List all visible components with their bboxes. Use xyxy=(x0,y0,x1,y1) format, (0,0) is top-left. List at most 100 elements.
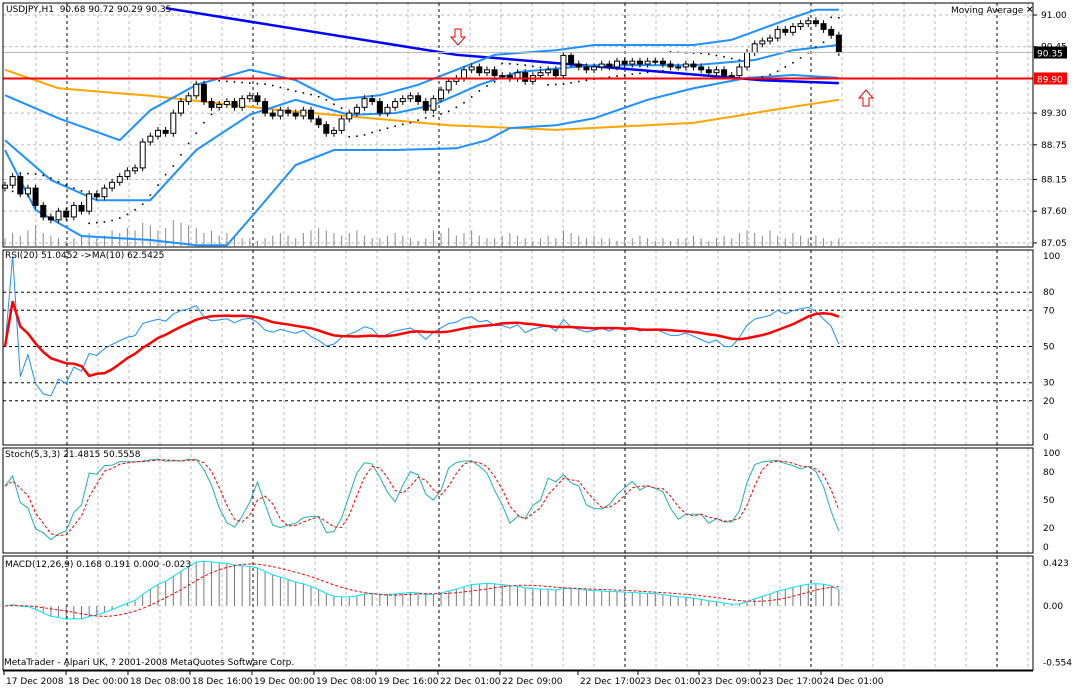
candle-body xyxy=(147,135,154,143)
candle-body xyxy=(736,66,743,77)
parabolic-sar-dot xyxy=(486,85,488,87)
candle-body xyxy=(598,63,605,68)
candle-body xyxy=(812,20,819,25)
candle-body xyxy=(445,80,452,91)
candle-body xyxy=(315,118,322,126)
candle-body xyxy=(422,101,429,111)
parabolic-sar-dot xyxy=(547,84,549,86)
parabolic-sar-dot xyxy=(708,53,710,55)
candle-body xyxy=(621,60,628,65)
candle-body xyxy=(109,181,116,189)
candle-body xyxy=(774,28,781,39)
time-axis-label: 18 Dec 08:00 xyxy=(130,677,191,687)
candle-body xyxy=(575,63,582,68)
symbol-label: USDJPY,H1 xyxy=(6,5,54,15)
candle-body xyxy=(262,101,269,114)
parabolic-sar-dot xyxy=(463,101,465,104)
parabolic-sar-dot xyxy=(555,83,557,86)
stoch-title: Stoch(5,3,3) 21.4815 50.5558 xyxy=(5,450,141,460)
candle-body xyxy=(476,66,483,74)
parabolic-sar-dot xyxy=(700,52,702,55)
parabolic-sar-dot xyxy=(646,71,649,74)
candle-body xyxy=(353,106,360,114)
parabolic-sar-dot xyxy=(769,73,771,76)
candle-body xyxy=(407,95,414,100)
candle-body xyxy=(323,124,330,134)
candle-body xyxy=(767,37,773,42)
candle-body xyxy=(17,176,24,195)
candle-body xyxy=(438,89,445,100)
close-x-icon[interactable]: × xyxy=(1026,5,1034,15)
parabolic-sar-dot xyxy=(103,221,106,223)
parabolic-sar-dot xyxy=(822,41,825,44)
horizontal-line-price: 89.90 xyxy=(1037,75,1063,85)
candle-body xyxy=(721,69,728,77)
parabolic-sar-dot xyxy=(585,79,588,82)
parabolic-sar-dot xyxy=(203,121,205,124)
rsi-ma-line xyxy=(3,300,840,378)
bollinger-lower-line xyxy=(4,74,839,247)
parabolic-sar-dot xyxy=(524,64,526,67)
parabolic-sar-dot xyxy=(233,81,236,83)
candle-body xyxy=(384,106,391,114)
candle-body xyxy=(552,69,559,77)
candle-body xyxy=(177,101,184,114)
candle-body xyxy=(330,129,337,134)
candle-body xyxy=(292,112,299,117)
stoch-signal-line xyxy=(4,459,840,536)
time-axis-label: 23 Dec 17:00 xyxy=(762,677,823,687)
down-arrow-icon xyxy=(449,28,467,46)
price-axis-label: 88.75 xyxy=(1041,141,1067,151)
stoch-axis-label: 50 xyxy=(1043,496,1055,506)
macd-axis-label: -0.554 xyxy=(1043,658,1072,668)
candle-body xyxy=(24,187,31,195)
candle-body xyxy=(277,109,284,117)
candle-body xyxy=(155,129,161,137)
close-value: 90.35 xyxy=(145,5,172,15)
parabolic-sar-dot xyxy=(164,173,167,176)
time-axis-label: 24 Dec 01:00 xyxy=(823,677,884,687)
main-panel-frame xyxy=(2,2,1034,248)
candle-body xyxy=(32,187,39,206)
stoch-axis-label: 0 xyxy=(1043,543,1049,553)
parabolic-sar-dot xyxy=(692,52,695,54)
parabolic-sar-dot xyxy=(126,213,129,216)
parabolic-sar-dot xyxy=(271,84,274,87)
parabolic-sar-dot xyxy=(287,88,289,91)
parabolic-sar-dot xyxy=(830,16,832,19)
candle-body xyxy=(93,193,100,198)
parabolic-sar-dot xyxy=(730,57,733,60)
horizontal-line-price-box xyxy=(1034,72,1067,85)
time-axis-label: 18 Dec 00:00 xyxy=(68,677,129,687)
parabolic-sar-dot xyxy=(792,61,794,64)
parabolic-sar-dot xyxy=(50,177,52,179)
candle-body xyxy=(231,101,238,108)
parabolic-sar-dot xyxy=(424,117,427,119)
candle-body xyxy=(759,40,766,45)
parabolic-sar-dot xyxy=(539,66,542,69)
candle-body xyxy=(491,69,498,77)
candle-body xyxy=(185,95,192,103)
parabolic-sar-dot xyxy=(501,62,504,65)
up-arrow-icon xyxy=(857,89,875,107)
price-axis-label: 89.30 xyxy=(1041,109,1067,119)
time-axis-label: 23 Dec 09:00 xyxy=(701,677,762,687)
candle-body xyxy=(124,170,131,178)
candle-body xyxy=(40,204,47,218)
candle-body xyxy=(560,54,567,77)
candle-body xyxy=(606,63,613,68)
candle-body xyxy=(78,204,85,212)
candle-body xyxy=(55,210,62,221)
candle-body xyxy=(682,63,689,68)
parabolic-sar-dot xyxy=(723,55,725,58)
candle-body xyxy=(170,112,177,134)
parabolic-sar-dot xyxy=(157,184,159,186)
parabolic-sar-dot xyxy=(440,113,442,115)
parabolic-sar-dot xyxy=(256,82,259,85)
candle-body xyxy=(415,95,422,103)
stoch-axis-label: 80 xyxy=(1043,468,1055,478)
bollinger-middle-line xyxy=(4,44,839,202)
copyright-text: MetaTrader - Alpari UK, ? 2001-2008 Meta… xyxy=(4,658,295,668)
candle-body xyxy=(269,112,276,117)
